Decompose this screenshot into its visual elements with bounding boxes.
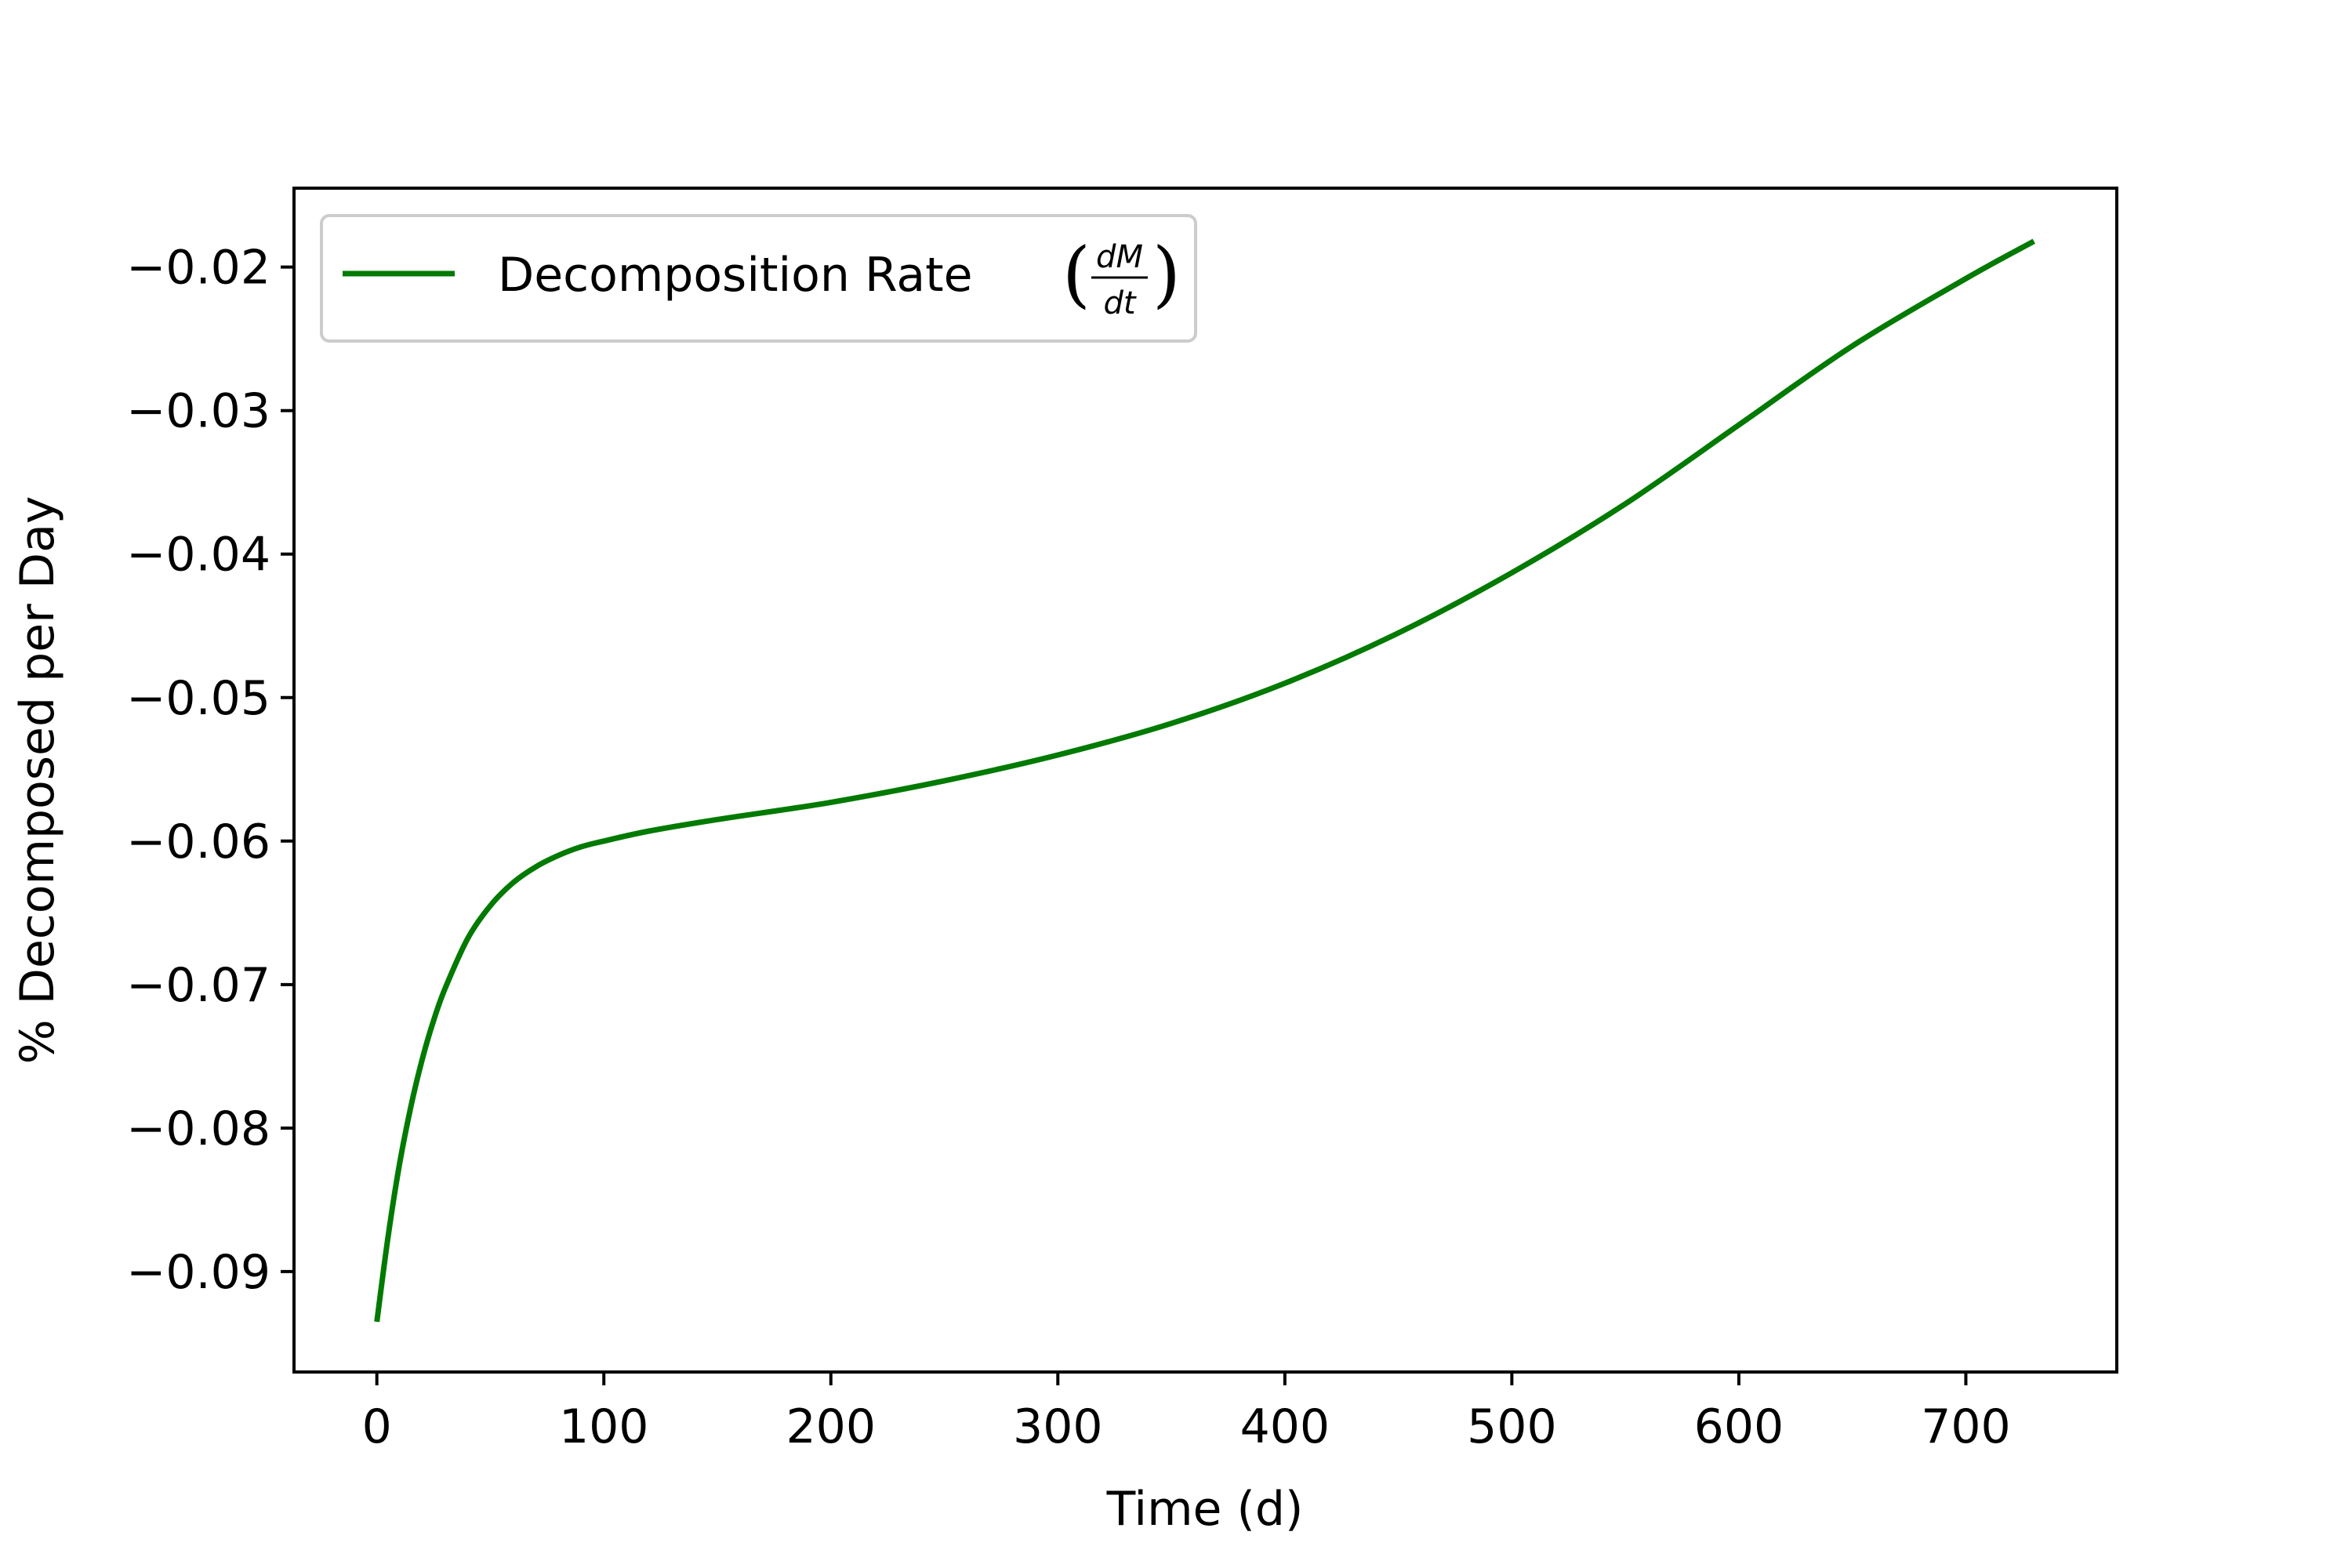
x-tick-label: 500 xyxy=(1467,1399,1557,1454)
y-axis-label: % Decomposed per Day xyxy=(10,496,65,1065)
y-tick-label: −0.09 xyxy=(126,1245,270,1300)
legend-fraction-denominator: dt xyxy=(1103,285,1136,321)
x-tick-label: 700 xyxy=(1921,1399,2011,1454)
x-tick-label: 400 xyxy=(1240,1399,1330,1454)
y-tick-label: −0.07 xyxy=(126,958,270,1013)
x-tick-label: 100 xyxy=(559,1399,649,1454)
axes-frame xyxy=(292,187,2118,1374)
series-line-decomposition-rate xyxy=(374,238,2035,1323)
y-tick-label: −0.06 xyxy=(126,815,270,869)
x-tick-label: 300 xyxy=(1013,1399,1103,1454)
x-tick-label: 0 xyxy=(362,1399,392,1454)
x-tick-label: 200 xyxy=(786,1399,876,1454)
plot-area xyxy=(374,238,2035,1323)
y-tick-label: −0.05 xyxy=(126,671,270,726)
x-axis-label: Time (d) xyxy=(1106,1482,1304,1537)
legend-frame xyxy=(320,214,1197,343)
legend: Decomposition Rate ( dM dt ) xyxy=(320,214,1197,343)
y-tick-label: −0.08 xyxy=(126,1102,270,1156)
legend-label: Decomposition Rate xyxy=(498,248,973,303)
legend-fraction-numerator: dM xyxy=(1096,239,1143,275)
legend-open-paren: ( xyxy=(1062,232,1091,316)
legend-close-paren: ) xyxy=(1152,232,1181,316)
y-tick-label: −0.02 xyxy=(126,241,270,296)
y-tick-label: −0.04 xyxy=(126,528,270,583)
y-tick-label: −0.03 xyxy=(126,384,270,439)
y-axis: −0.02 −0.03 −0.04 −0.05 −0.06 −0.07 −0.08 −0.09 xyxy=(126,241,294,1300)
x-axis: 0 100 200 300 400 500 600 700 xyxy=(362,1372,2011,1454)
x-tick-label: 600 xyxy=(1694,1399,1784,1454)
